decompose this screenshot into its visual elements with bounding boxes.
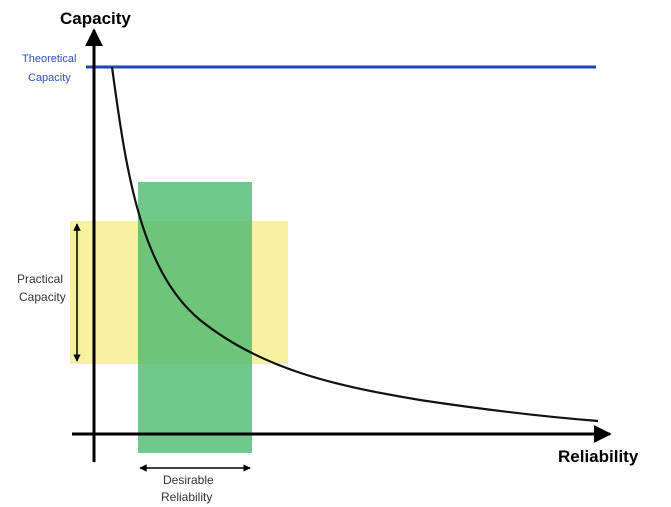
theoretical-capacity-label-line1: Theoretical (22, 53, 76, 65)
x-axis-label: Reliability (558, 447, 639, 466)
desirable-reliability-label-line1: Desirable (163, 473, 214, 487)
desirable-reliability-label-line2: Reliability (161, 490, 212, 504)
theoretical-capacity-label-line2: Capacity (28, 72, 71, 84)
desirable-reliability-band (138, 182, 252, 453)
capacity-reliability-curve (110, 66, 599, 423)
practical-capacity-label-line2: Capacity (19, 290, 66, 304)
practical-capacity-label-line1: Practical (17, 272, 63, 286)
y-axis-label: Capacity (60, 9, 131, 28)
